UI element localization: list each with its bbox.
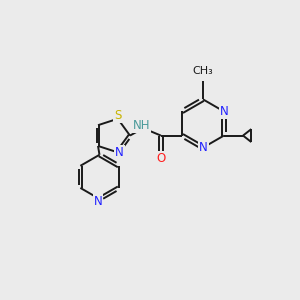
Text: N: N: [94, 195, 102, 208]
Text: N: N: [220, 105, 229, 118]
Text: CH₃: CH₃: [193, 66, 213, 76]
Text: N: N: [199, 141, 208, 154]
Text: O: O: [156, 152, 166, 165]
Text: N: N: [115, 146, 124, 159]
Text: S: S: [114, 109, 122, 122]
Text: NH: NH: [133, 119, 151, 132]
